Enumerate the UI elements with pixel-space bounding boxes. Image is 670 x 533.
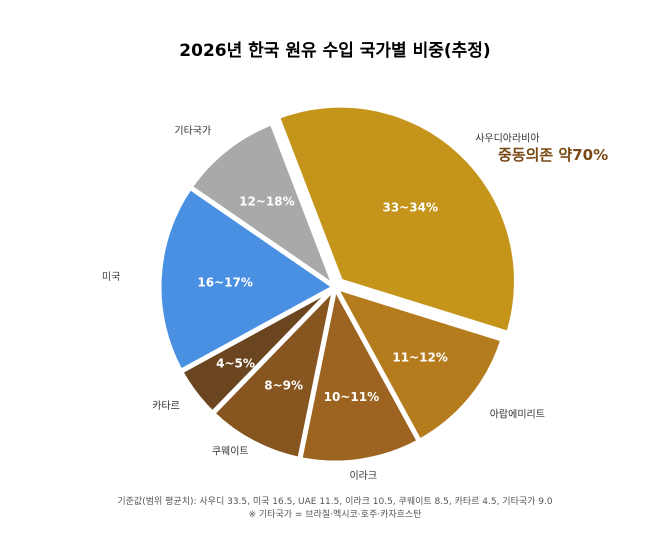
data-label: 4~5% (216, 357, 255, 371)
pie-slice-2 (297, 284, 422, 466)
annotation: 중동의존 약70% (498, 146, 608, 164)
category-label: 미국 (102, 271, 120, 283)
pie-slice-5 (156, 184, 338, 374)
data-label: 10~11% (324, 390, 379, 404)
data-label: 33~34% (382, 201, 437, 215)
chart-title: 2026년 한국 원유 수입 국가별 비중(추정) (179, 41, 491, 61)
pie-slice-0 (274, 102, 519, 336)
category-label: 아랍에미리트 (490, 408, 545, 421)
data-label: 8~9% (264, 378, 303, 392)
pie-slice-6 (187, 120, 338, 290)
category-label: 카타르 (152, 400, 180, 412)
category-label: 사우디아라비아 (475, 132, 539, 144)
data-label: 16~17% (197, 275, 252, 289)
data-label: 11~12% (392, 351, 447, 365)
category-label: 쿠웨이트 (212, 446, 249, 458)
footnote-2: ※ 기타국가 = 브라질·멕시코·호주·카자흐스탄 (248, 510, 422, 520)
pie-slice-3 (210, 284, 338, 462)
pie-slice-1 (332, 284, 506, 444)
data-label: 12~18% (239, 195, 294, 209)
category-label: 기타국가 (174, 125, 211, 137)
category-label: 이라크 (349, 470, 377, 482)
footnote: 기준값(범위 평균치): 사우디 33.5, 미국 16.5, UAE 11.5… (117, 497, 553, 507)
